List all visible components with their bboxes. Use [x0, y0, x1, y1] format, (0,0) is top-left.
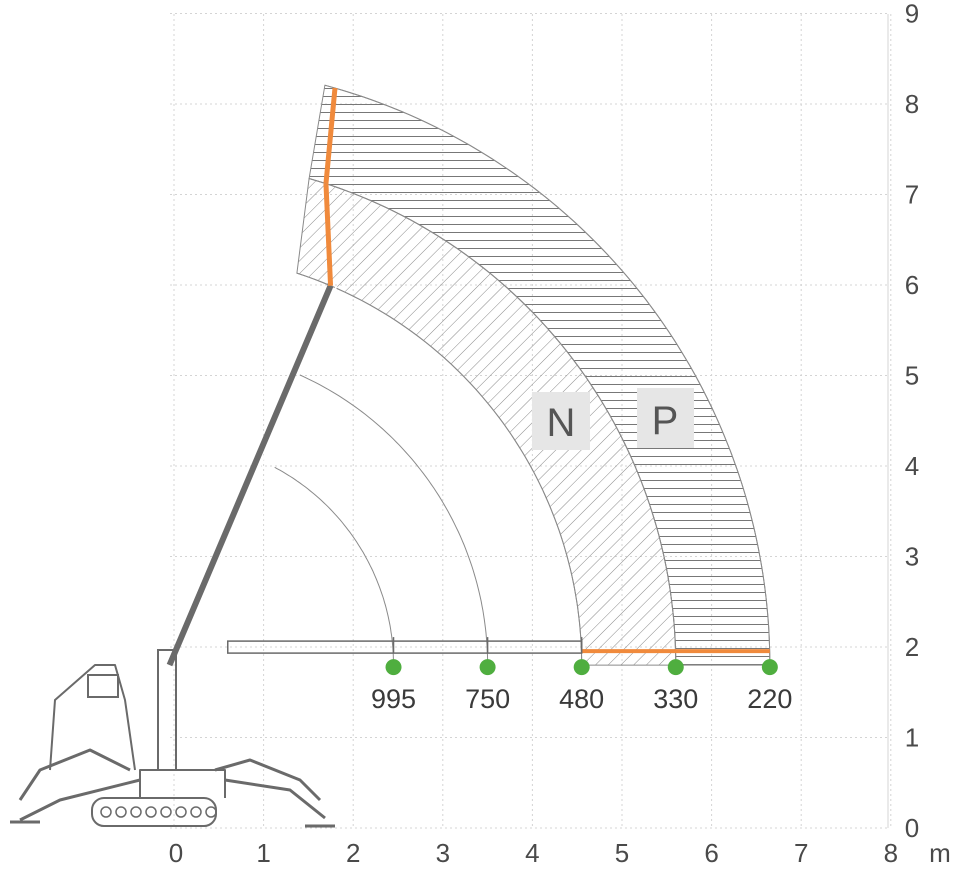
load-capacity-label-480: 480: [559, 684, 604, 714]
zone-label-n-box: [532, 392, 590, 450]
boom-extension-raised-1: [323, 183, 334, 286]
load-capacity-label-750: 750: [465, 684, 510, 714]
load-capacity-label-220: 220: [747, 684, 792, 714]
boom: [166, 87, 770, 667]
track-wheel: [205, 806, 217, 818]
track-wheel: [145, 806, 157, 818]
x-tick-label-6: 6: [704, 838, 718, 868]
reach-arc-330: [308, 178, 677, 666]
winch-box: [87, 674, 119, 698]
x-tick-label-3: 3: [436, 838, 450, 868]
x-axis-unit: m: [929, 838, 951, 868]
zone-label-n: N: [532, 392, 590, 450]
reach-arc-220: [324, 84, 771, 666]
track-wheel: [115, 806, 127, 818]
x-tick-label-5: 5: [615, 838, 629, 868]
boom-raised-body: [166, 284, 334, 667]
track-wheel: [160, 806, 172, 818]
y-tick-label-9: 9: [905, 0, 919, 29]
zone-label-n-text: N: [547, 401, 576, 445]
outrigger-right-front: [224, 778, 326, 820]
y-axis-ticks: 0 1 2 3 4 5 6 7 8 9: [905, 0, 919, 843]
boom-extension-raised-2: [323, 87, 338, 184]
zone-label-p: P: [637, 388, 694, 448]
outrigger-right-rear: [214, 758, 322, 802]
crane-column: [157, 649, 177, 771]
track-wheel: [190, 806, 202, 818]
reach-arc-995: [274, 466, 394, 666]
load-point-marker-220: [761, 659, 778, 676]
track-wheel: [130, 806, 142, 818]
x-tick-label-0: 0: [169, 838, 183, 868]
load-point-marker-750: [479, 659, 496, 676]
y-tick-label-4: 4: [905, 451, 919, 481]
reach-arc-480: [296, 272, 583, 666]
outrigger-left-front: [19, 778, 141, 822]
load-points: 995 750 480 330 220: [371, 659, 792, 714]
spider-crane-illustration: [10, 649, 335, 828]
x-tick-label-4: 4: [525, 838, 539, 868]
y-tick-label-0: 0: [905, 813, 919, 843]
load-point-marker-480: [573, 659, 590, 676]
x-tick-label-2: 2: [346, 838, 360, 868]
load-point-marker-330: [667, 659, 684, 676]
y-tick-label-3: 3: [905, 542, 919, 572]
track-wheel: [175, 806, 187, 818]
load-point-marker-995: [385, 659, 402, 676]
zone-label-p-text: P: [652, 399, 679, 443]
x-axis-ticks: 0 1 2 3 4 5 6 7 8: [169, 838, 898, 868]
y-tick-label-2: 2: [905, 632, 919, 662]
reach-arc-750: [298, 374, 489, 666]
x-tick-label-8: 8: [884, 838, 898, 868]
x-tick-label-7: 7: [794, 838, 808, 868]
y-tick-label-1: 1: [905, 723, 919, 753]
x-tick-label-1: 1: [256, 838, 270, 868]
track-wheel: [100, 806, 112, 818]
boom-raised-highlight: [174, 285, 338, 666]
winch-housing: [49, 664, 136, 771]
y-tick-label-8: 8: [905, 89, 919, 119]
reach-arcs: [274, 84, 771, 666]
crane-body: [139, 769, 226, 798]
load-capacity-label-330: 330: [653, 684, 698, 714]
y-tick-label-5: 5: [905, 361, 919, 391]
load-capacity-label-995: 995: [371, 684, 416, 714]
y-tick-label-7: 7: [905, 180, 919, 210]
zone-label-p-box: [637, 388, 694, 448]
outrigger-left-rear: [18, 748, 131, 801]
y-tick-label-6: 6: [905, 270, 919, 300]
